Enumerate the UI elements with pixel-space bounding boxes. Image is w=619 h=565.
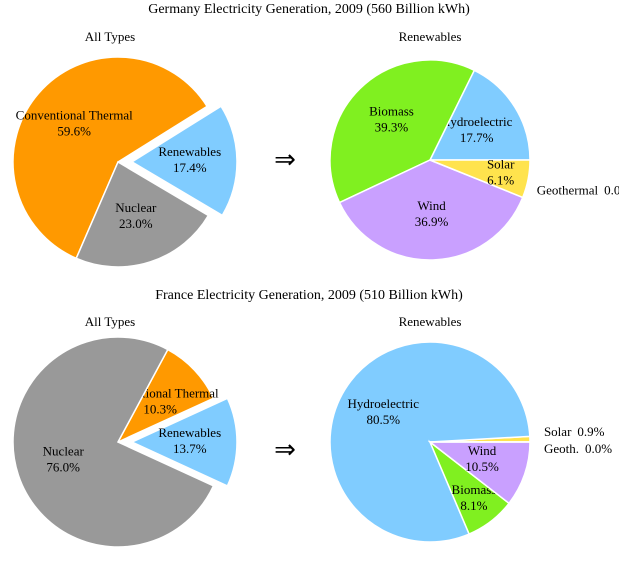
category-label: Biomass (452, 482, 497, 497)
value-label: 0.9% (577, 424, 604, 439)
chart-title: France Electricity Generation, 2009 (510… (155, 288, 463, 303)
pie-title: All Types (85, 314, 136, 329)
value-label: 39.3% (375, 120, 409, 135)
value-label: 10.3% (143, 401, 177, 416)
pie-title: Renewables (399, 314, 462, 329)
pie-slice (428, 69, 531, 161)
pie-slice (130, 397, 238, 487)
category-label: Wind (468, 443, 497, 458)
category-label: Hydroelectric (348, 396, 420, 411)
value-label: 23.0% (119, 216, 153, 231)
category-label: Renewables (158, 425, 221, 440)
category-label: Hydroelectric (441, 114, 513, 129)
pie-title: Renewables (399, 29, 462, 44)
value-label: 80.5% (366, 412, 400, 427)
pie-slice (429, 159, 531, 199)
category-label: Solar (544, 424, 572, 439)
category-label: Nuclear (115, 200, 157, 215)
slice-label: Geoth. 0.0% (544, 441, 612, 456)
value-label: 17.7% (460, 130, 494, 145)
category-label: Renewables (158, 144, 221, 159)
category-label: Conventional Thermal (16, 107, 133, 122)
slice-label: Geothermal 0.0% (537, 182, 619, 197)
pie-slice (329, 59, 476, 204)
pie-slice (338, 159, 524, 261)
pie-slice (75, 160, 210, 268)
value-label: 10.5% (465, 459, 499, 474)
pie-title: All Types (85, 29, 136, 44)
value-label: 36.9% (415, 214, 449, 229)
chart-title: Germany Electricity Generation, 2009 (56… (148, 2, 470, 17)
arrow: ⇒ (274, 435, 296, 464)
pie-slice (130, 105, 238, 217)
pie-slice (12, 336, 215, 548)
category-label: Geoth. (544, 441, 579, 456)
value-label: 0.0% (585, 441, 612, 456)
value-label: 76.0% (46, 459, 80, 474)
value-label: 0.0% (604, 182, 619, 197)
category-label: Solar (487, 157, 515, 172)
category-label: Nuclear (43, 443, 85, 458)
category-label: Wind (417, 198, 446, 213)
category-label: Geothermal (537, 182, 599, 197)
pie-slice (12, 56, 209, 260)
category-label: Biomass (369, 104, 414, 119)
slice-label: Solar 0.9% (544, 424, 605, 439)
value-label: 6.1% (487, 173, 514, 188)
value-label: 8.1% (460, 498, 487, 513)
arrow: ⇒ (274, 145, 296, 174)
value-label: 13.7% (173, 441, 207, 456)
value-label: 17.4% (173, 160, 207, 175)
value-label: 59.6% (57, 123, 91, 138)
